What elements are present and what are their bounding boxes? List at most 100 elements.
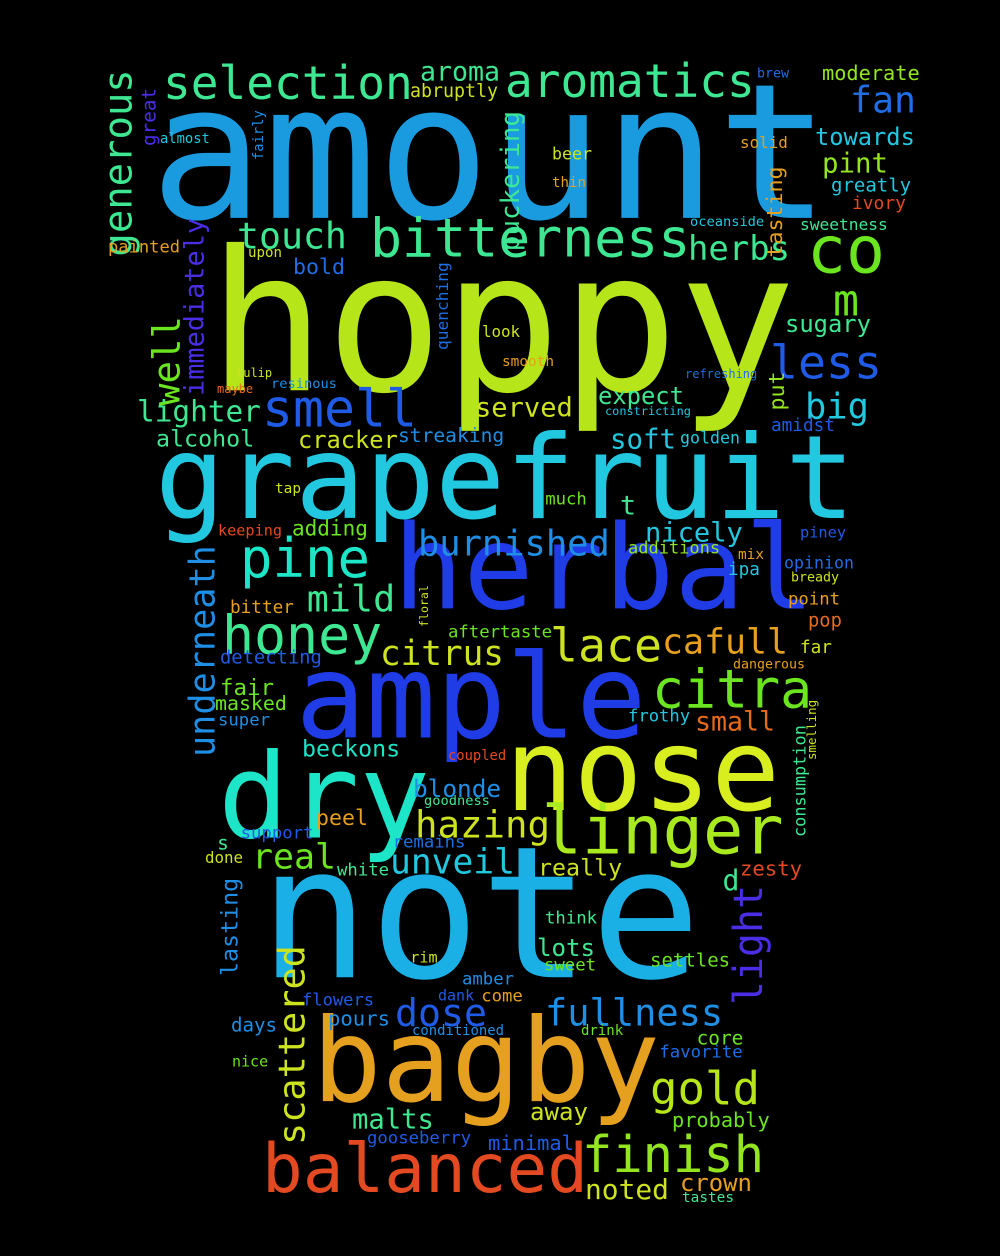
- word-support: support: [240, 823, 314, 844]
- word-pop: pop: [808, 610, 842, 632]
- word-t: t: [620, 490, 637, 522]
- word-ample: ample: [295, 630, 647, 766]
- word-m: m: [833, 276, 860, 327]
- word-lace: lace: [550, 618, 662, 673]
- word-point: point: [788, 589, 841, 610]
- word-ivory: ivory: [852, 193, 906, 214]
- word-amidst: amidst: [771, 416, 835, 437]
- word-tastes: tastes: [682, 1189, 734, 1206]
- word-sweetness: sweetness: [800, 214, 888, 234]
- word-touch: touch: [237, 214, 347, 258]
- word-sweet: sweet: [544, 955, 597, 976]
- word-s: s: [217, 831, 229, 855]
- word-fairly: fairly: [251, 110, 268, 160]
- word-look: look: [482, 322, 521, 342]
- word-tap: tap: [275, 480, 301, 497]
- word-malts: malts: [352, 1104, 434, 1136]
- word-pours: pours: [328, 1006, 390, 1031]
- word-honey: honey: [222, 604, 383, 667]
- word-fullness: fullness: [545, 991, 724, 1035]
- word-greatly: greatly: [831, 174, 912, 197]
- word-immediately: immediately: [179, 217, 211, 396]
- word-thin: thin: [552, 174, 586, 191]
- word-great: great: [137, 87, 161, 146]
- word-flowers: flowers: [302, 990, 375, 1011]
- word-refreshing: refreshing: [685, 367, 758, 381]
- word-bagby: bagby: [312, 995, 660, 1130]
- word-mild: mild: [306, 577, 396, 621]
- word-cafull: cafull: [662, 622, 789, 663]
- word-beckons: beckons: [302, 735, 401, 763]
- word-crown: crown: [680, 1169, 752, 1197]
- word-floral: floral: [417, 585, 432, 627]
- word-far: far: [800, 638, 832, 659]
- word-selection: selection: [163, 55, 413, 110]
- word-much: much: [545, 489, 587, 510]
- word-resinous: resinous: [271, 376, 337, 393]
- word-opinion: opinion: [784, 553, 854, 573]
- word-super: super: [218, 710, 271, 731]
- word-almost: almost: [160, 131, 210, 148]
- word-less: less: [770, 335, 882, 390]
- word-dangerous: dangerous: [733, 657, 806, 673]
- word-beer: beer: [552, 144, 592, 164]
- word-real: real: [252, 837, 337, 878]
- word-smelling: smelling: [803, 699, 819, 760]
- word-gold: gold: [650, 1062, 761, 1116]
- word-core: core: [696, 1026, 744, 1050]
- word-linger: linger: [541, 791, 784, 870]
- word-minimal: minimal: [488, 1130, 574, 1155]
- word-brew: brew: [757, 66, 790, 82]
- word-peel: peel: [316, 806, 369, 832]
- word-tasting: tasting: [763, 166, 789, 258]
- word-streaking: streaking: [398, 424, 505, 448]
- word-really: really: [538, 854, 623, 882]
- word-co: co: [807, 213, 886, 289]
- word-put: put: [765, 371, 791, 411]
- word-grapefruit: grapefruit: [155, 410, 856, 546]
- word-nicely: nicely: [645, 517, 743, 549]
- word-painted: painted: [108, 237, 181, 258]
- word-hazing: hazing: [415, 802, 551, 847]
- word-citrus: citrus: [380, 633, 504, 674]
- word-keeping: keeping: [218, 521, 283, 540]
- word-noted: noted: [585, 1173, 669, 1206]
- word-puckering: puckering: [496, 110, 526, 252]
- word-golden: golden: [680, 428, 740, 448]
- word-dose: dose: [395, 991, 487, 1036]
- word-moderate: moderate: [822, 60, 920, 85]
- word-lots: lots: [537, 934, 596, 962]
- word-bitterness: bitterness: [370, 207, 691, 270]
- word-upon: upon: [248, 244, 282, 261]
- word-burnished: burnished: [418, 523, 610, 565]
- word-light: light: [726, 884, 773, 1005]
- word-drink: drink: [581, 1023, 624, 1039]
- word-aromatics: aromatics: [505, 53, 755, 108]
- word-aroma: aroma: [420, 56, 501, 88]
- word-piney: piney: [800, 523, 847, 542]
- word-done: done: [205, 848, 244, 868]
- word-citra: citra: [652, 658, 813, 721]
- word-oceanside: oceanside: [690, 214, 765, 231]
- word-expect: expect: [598, 382, 684, 411]
- word-away: away: [530, 1098, 589, 1126]
- word-goodness: goodness: [424, 793, 490, 810]
- word-sugary: sugary: [785, 310, 871, 339]
- word-soft: soft: [610, 424, 676, 456]
- word-aftertaste: aftertaste: [448, 622, 553, 643]
- word-cracker: cracker: [298, 426, 398, 455]
- word-alcohol: alcohol: [156, 425, 255, 453]
- word-fan: fan: [850, 78, 916, 122]
- word-towards: towards: [815, 123, 915, 152]
- word-zesty: zesty: [740, 856, 802, 881]
- word-frothy: frothy: [628, 706, 691, 727]
- word-settles: settles: [650, 949, 731, 972]
- word-masked: masked: [215, 692, 287, 715]
- word-amber: amber: [462, 969, 515, 990]
- word-unveil: unveil: [390, 842, 515, 883]
- word-scattered: scattered: [270, 945, 314, 1145]
- word-pine: pine: [240, 527, 371, 590]
- word-note: note: [258, 808, 702, 1022]
- word-rim: rim: [410, 948, 438, 967]
